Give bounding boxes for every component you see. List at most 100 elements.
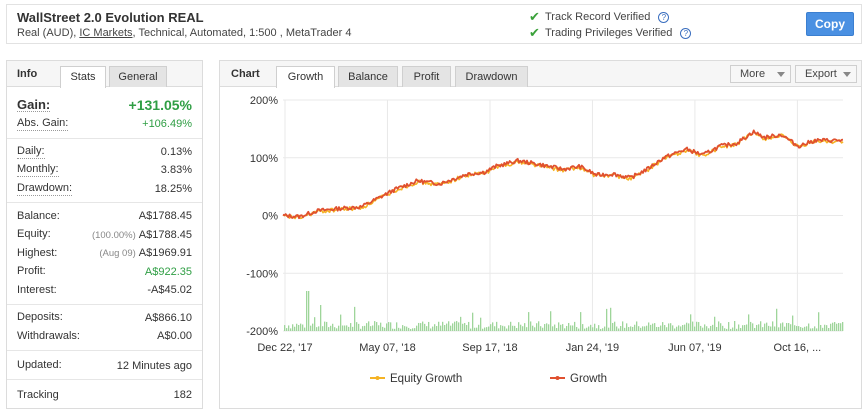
deposits-label: Deposits: [17, 311, 63, 324]
volume-bar [768, 325, 770, 331]
help-icon[interactable]: ? [680, 27, 692, 39]
tab-drawdown[interactable]: Drawdown [455, 66, 528, 87]
tab-balance[interactable]: Balance [338, 66, 398, 87]
help-icon[interactable]: ? [658, 11, 670, 23]
volume-bar [484, 327, 486, 331]
growth-chart[interactable]: 200% 100% 0% -100% -200% Dec 22, '17 May 07, '… [220, 88, 861, 408]
volume-bar [606, 308, 608, 331]
volume-bar [514, 325, 516, 331]
volume-bar [758, 324, 760, 331]
volume-bar [636, 321, 638, 331]
volume-bar [620, 326, 622, 331]
tab-stats[interactable]: Stats [60, 66, 106, 88]
volume-bar [752, 323, 754, 331]
balance-label: Balance: [17, 209, 60, 222]
volume-bar [732, 327, 734, 331]
monthly-label: Monthly: [17, 163, 59, 178]
volume-bar [802, 327, 804, 331]
system-title: WallStreet 2.0 Evolution REAL [17, 10, 204, 25]
deposits-value: A$866.10 [144, 311, 192, 324]
volume-bar [776, 308, 778, 331]
volume-bar [704, 324, 706, 331]
account-type: Real (AUD), [17, 27, 80, 39]
volume-bar [316, 327, 318, 331]
volume-bar [382, 326, 384, 331]
volume-bar [418, 322, 420, 331]
volume-bar [468, 321, 470, 331]
volume-bar [504, 326, 506, 331]
equity-row: Equity: (100.00%) A$1788.45 [17, 226, 192, 245]
volume-bar [834, 322, 836, 331]
volume-bar [362, 326, 364, 331]
volume-bar [454, 321, 456, 331]
volume-bar [754, 327, 756, 331]
tab-profit[interactable]: Profit [402, 66, 451, 87]
volume-bar [442, 321, 444, 331]
info-title: Info [17, 68, 38, 80]
withdrawals-row: Withdrawals: A$0.00 [17, 327, 192, 346]
volume-bar [770, 326, 772, 331]
interest-row: Interest: -A$45.02 [17, 281, 192, 300]
volume-bar [650, 324, 652, 331]
profit-label: Profit: [17, 265, 46, 278]
volume-bar [748, 314, 750, 331]
volume-bar [682, 325, 684, 331]
withdrawals-label: Withdrawals: [17, 329, 80, 342]
volume-bar [612, 322, 614, 331]
volume-bar [564, 328, 566, 331]
volume-bar [554, 324, 556, 331]
volume-bar [676, 326, 678, 331]
volume-bar [398, 327, 400, 331]
volume-bar [560, 324, 562, 331]
volume-bar [750, 321, 752, 331]
volume-bar [416, 325, 418, 331]
export-dropdown[interactable]: Export [795, 65, 857, 83]
volume-bar [550, 311, 552, 331]
gain-label: Gain: [17, 97, 51, 112]
volume-bar [304, 327, 306, 331]
volume-bar [574, 321, 576, 331]
x-tick-label: Dec 22, '17 [257, 342, 312, 354]
volume-bar [460, 316, 462, 331]
volume-bar [436, 325, 438, 331]
broker-link[interactable]: IC Markets [79, 27, 133, 39]
abs-gain-label: Abs. Gain: [17, 117, 69, 132]
volume-bar [624, 327, 626, 331]
volume-bar [426, 326, 428, 331]
volume-bar [804, 326, 806, 331]
volume-bar [482, 328, 484, 331]
highest-label: Highest: [17, 246, 58, 259]
growth-line [282, 129, 844, 220]
system-details: , Technical, Automated, 1:500 , MetaTrad… [132, 27, 352, 39]
volume-bar [580, 312, 582, 331]
more-label: More [740, 68, 766, 80]
volume-bar [826, 325, 828, 331]
volume-bar [476, 327, 478, 331]
info-tabs: Info Stats General [7, 61, 202, 88]
copy-button[interactable]: Copy [806, 12, 854, 36]
volume-bar [730, 328, 732, 331]
volume-bar [652, 323, 654, 331]
tab-growth[interactable]: Growth [276, 66, 335, 88]
stats-list: Gain: +131.05% Abs. Gain: +106.49% Daily… [7, 88, 202, 409]
equity-note: (100.00%) [91, 229, 136, 241]
volume-bar [640, 327, 642, 331]
checkmark-icon: ✔ [529, 25, 540, 40]
volume-bar [692, 321, 694, 331]
updated-row: Updated: 12 Minutes ago [17, 357, 192, 376]
y-tick-label: 200% [250, 95, 278, 107]
tab-general[interactable]: General [109, 66, 167, 87]
drawdown-label: Drawdown: [17, 181, 73, 196]
drawdown-row: Drawdown: 18.25% [17, 180, 192, 199]
volume-bar [698, 322, 700, 331]
volume-bar [716, 327, 718, 331]
more-dropdown[interactable]: More [730, 65, 791, 83]
volume-bar [552, 326, 554, 331]
volume-bar [722, 325, 724, 331]
balance-row: Balance: A$1788.45 [17, 207, 192, 226]
volume-bar [832, 322, 834, 331]
checkmark-icon: ✔ [529, 9, 540, 24]
volume-bar [322, 326, 324, 331]
volume-bar [772, 321, 774, 331]
volume-bar [594, 323, 596, 331]
